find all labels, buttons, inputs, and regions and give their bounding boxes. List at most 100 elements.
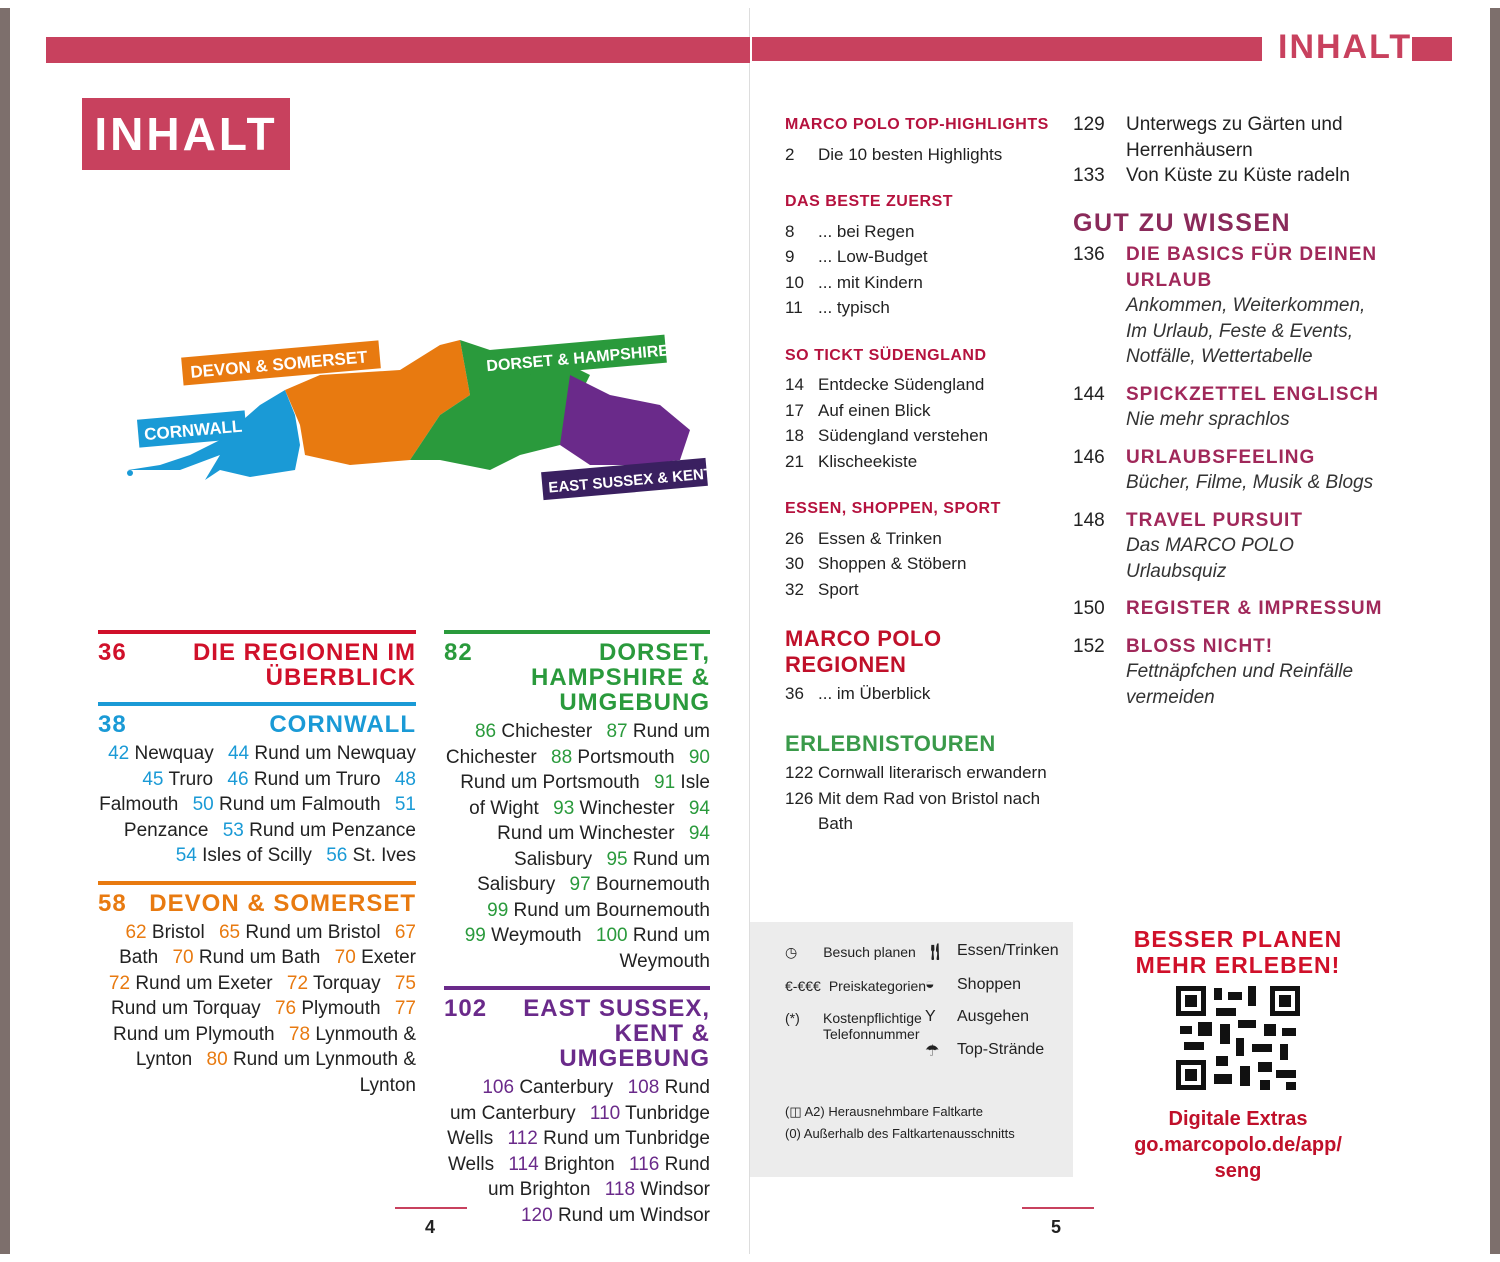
region-entry[interactable]: 100 Rund um Weymouth [587,925,710,972]
gzw-title: SPICKZETTEL ENGLISCH [1126,383,1379,405]
region-entry[interactable]: 94 Salisbury [514,823,710,870]
region-entry[interactable]: 62 Bristol [116,922,204,943]
region-entry[interactable]: 56 St. Ives [317,845,416,866]
region-entry[interactable]: 88 Portsmouth [542,747,675,768]
region-entry[interactable]: 94 Rund um Winchester [497,798,710,845]
region-entry[interactable]: 112 Rund um Tunbridge Wells [448,1128,710,1175]
toc-item[interactable]: 11 ... typisch [785,295,1065,321]
region-heading[interactable]: 102 EAST SUSSEX, KENT & UMGEBUNG [444,990,710,1071]
toc-item[interactable]: 10 ... mit Kindern [785,270,1065,296]
region-entry[interactable]: 67 Bath [119,922,416,969]
entry-name: Rund um Weymouth [619,925,710,972]
region-entry[interactable]: 51 Penzance [124,794,416,841]
region-entry[interactable]: 114 Brighton [499,1154,614,1175]
region-entry[interactable]: 70 Exeter [326,947,416,968]
toc-page: 32 [785,579,804,599]
toc-item[interactable]: 32 Sport [785,577,1065,603]
entry-name: Rund um Salisbury [477,848,710,896]
gzw-item[interactable]: 136 DIE BASICS FÜR DEINEN URLAUB Ankommen,… [1073,242,1403,370]
toc-item[interactable]: 8 ... bei Regen [785,219,1065,245]
entry-name: Brighton [543,1153,615,1175]
toc-item[interactable]: 14 Entdecke Südengland [785,372,1065,398]
legend-essen: Essen/Trinken [957,942,1059,959]
region-entry[interactable]: 108 Rund um Canterbury [450,1077,710,1124]
region-block: 102 EAST SUSSEX, KENT & UMGEBUNG 106 Cante… [444,986,710,1228]
page-number-left: 4 [425,1217,437,1237]
gzw-item[interactable]: 148 TRAVEL PURSUIT Das MARCO POLO Urlaubsq… [1073,508,1403,585]
region-entry[interactable]: 95 Rund um Salisbury [477,849,710,896]
entry-page: 76 [274,998,297,1019]
gzw-item[interactable]: 144 SPICKZETTEL ENGLISCH Nie mehr sprachlo… [1073,382,1403,433]
region-entry[interactable]: 72 Torquay [278,973,381,994]
toc-item[interactable]: 30 Shoppen & Stöbern [785,551,1065,577]
region-entry[interactable]: 110 Tunbridge Wells [447,1103,710,1150]
region-entry[interactable]: 75 Rund um Torquay [111,973,416,1020]
toc-page: 30 [785,554,804,573]
toc-item[interactable]: 21 Klischeekiste [785,449,1065,475]
toc-item[interactable]: 122 Cornwall literarisch erwandern [785,760,1065,786]
region-entry[interactable]: 118 Windsor [596,1179,710,1200]
region-entry[interactable]: 48 Falmouth [99,769,416,816]
toc-item[interactable]: 17 Auf einen Blick [785,398,1065,424]
region-entry[interactable]: 76 Plymouth [266,998,381,1019]
entry-name: Rund um Bath [198,947,321,968]
region-page-number: 36 [98,639,127,666]
region-block: 82 DORSET, HAMPSHIRE & UMGEBUNG 86 Chiches… [444,630,710,974]
region-heading[interactable]: 82 DORSET, HAMPSHIRE & UMGEBUNG [444,634,710,715]
region-entry[interactable]: 65 Rund um Bristol [210,922,381,943]
region-entry[interactable]: 99 Rund um Bournemouth [478,900,710,921]
entry-page: 120 [520,1204,553,1226]
toc-item[interactable]: 18 Südengland verstehen [785,423,1065,449]
entry-name: Salisbury [514,848,593,870]
toc-item[interactable]: 133 Von Küste zu Küste radeln [1073,163,1403,189]
region-heading[interactable]: 58 DEVON & SOMERSET [98,885,416,916]
region-entry[interactable]: 50 Rund um Falmouth [184,794,381,815]
toc-item[interactable]: 9 ... Low-Budget [785,244,1065,270]
gzw-item[interactable]: 146 URLAUBSFEELING Bücher, Filme, Musik & … [1073,445,1403,496]
region-entry[interactable]: 42 Newquay [99,743,214,764]
gzw-item[interactable]: 150 REGISTER & IMPRESSUM [1073,596,1403,622]
region-entry[interactable]: 120 Rund um Windsor [512,1205,710,1226]
region-entry[interactable]: 53 Rund um Penzance [214,820,416,841]
region-entry[interactable]: 44 Rund um Newquay [219,743,416,764]
region-entry[interactable]: 46 Rund um Truro [218,769,380,790]
gzw-item[interactable]: 152 BLOSS NICHT! Fettnäpfchen und Reinfäll… [1073,634,1403,711]
region-entry[interactable]: 99 Weymouth [456,925,582,946]
entry-page: 116 [629,1153,660,1175]
region-entry[interactable]: 86 Chichester [466,721,592,742]
region-entry[interactable]: 70 Rund um Bath [163,947,320,968]
region-entry[interactable]: 80 Rund um Lynmouth & Lynton [198,1049,416,1096]
entry-name: Rund um Plymouth [113,1023,275,1045]
region-heading[interactable]: 36 DIE REGIONEN IM ÜBERBLICK [98,634,416,690]
qr-code[interactable] [1176,986,1300,1090]
region-page-number: 102 [444,995,488,1022]
region-entry[interactable]: 97 Bournemouth [561,874,711,895]
region-entry[interactable]: 93 Winchester [544,798,674,819]
toc-section: DAS BESTE ZUERST 8 ... bei Regen 9 ... Low-B… [785,189,1065,321]
region-entry[interactable]: 116 Rund um Brighton [488,1154,710,1201]
entry-name: Canterbury [519,1077,614,1098]
toc-item[interactable]: 2 Die 10 besten Highlights [785,142,1065,168]
region-entry[interactable]: 91 Isle of Wight [469,772,710,819]
promo-url-cont[interactable]: seng [1214,1160,1262,1182]
promo-url[interactable]: go.marcopolo.de/app/ [1134,1134,1342,1156]
region-entry[interactable]: 106 Canterbury [473,1077,613,1098]
toc-item[interactable]: 129 Unterwegs zu Gärten und Herrenhäusern [1073,112,1403,163]
region-heading[interactable]: 38 CORNWALL [98,706,416,737]
region-entry[interactable]: 45 Truro [133,769,213,790]
promo-line2: MEHR ERLEBEN! [1135,952,1341,978]
region-entry[interactable]: 87 Rund um Chichester [446,721,710,768]
toc-item[interactable]: 36 ... im Überblick [785,681,1065,707]
toc-item[interactable]: 26 Essen & Trinken [785,526,1065,552]
entry-name: Rund um Newquay [254,743,416,764]
entry-page: 93 [553,797,575,819]
beach-umbrella-icon: ☂ [925,1043,940,1060]
region-entry[interactable]: 72 Rund um Exeter [100,973,273,994]
region-entry[interactable]: 90 Rund um Portsmouth [460,747,710,794]
region-entry[interactable]: 78 Lynmouth & Lynton [136,1024,416,1071]
region-entry[interactable]: 77 Rund um Plymouth [113,998,416,1045]
gzw-subtitle: Das MARCO POLO Urlaubsquiz [1126,535,1294,582]
region-entry[interactable]: 54 Isles of Scilly [167,845,312,866]
toc-item[interactable]: 126 Mit dem Rad von Bristol nach Bath [785,786,1065,837]
gzw-title: TRAVEL PURSUIT [1126,509,1303,531]
